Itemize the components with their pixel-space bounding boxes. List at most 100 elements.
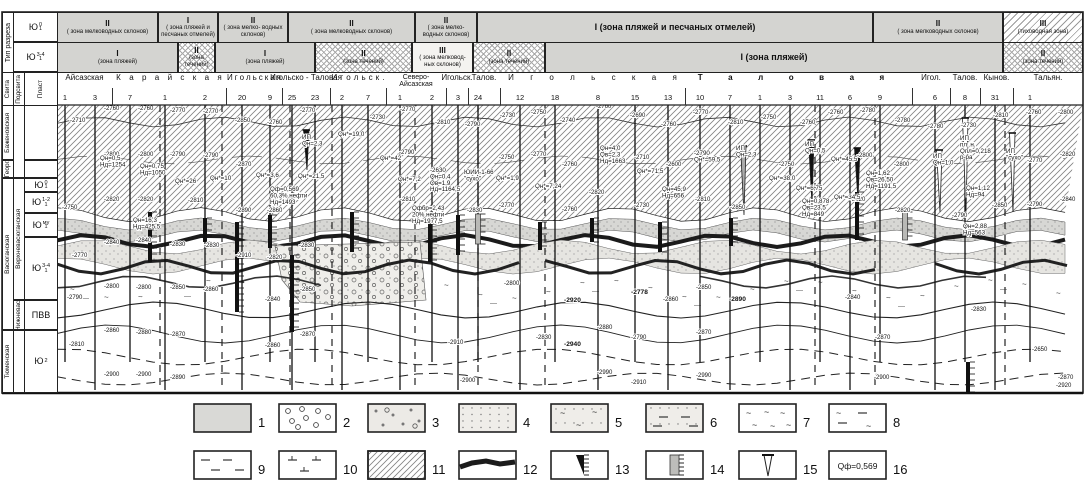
test-annotation: Qн=4,0 <box>600 145 621 152</box>
depth-label: -2710 <box>70 118 86 124</box>
depth-label: -2860 <box>265 343 281 349</box>
depth-label: -2650 <box>1032 347 1048 353</box>
depth-label: -2810 <box>993 113 1009 119</box>
test-annotation: Qн*=6,75 <box>796 185 823 192</box>
depth-label: -2910 <box>631 380 647 386</box>
depth-label: -2730 <box>500 113 516 119</box>
test-annotation: Qн=1,12 <box>966 185 990 192</box>
depth-label: -2750 <box>779 162 795 168</box>
test-annotation: Qн*=71,5 <box>637 168 664 175</box>
depth-label: -2850 <box>300 287 316 293</box>
test-annotation: Qн=1,0 <box>933 159 954 166</box>
test-annotation: ИП <box>736 145 745 152</box>
depth-label: -2840 <box>845 295 861 301</box>
test-annotation: Qн=0,5 <box>805 147 826 154</box>
depth-label: -2790 <box>170 152 186 158</box>
depth-label: -2920 <box>564 297 581 304</box>
depth-label: -2760 <box>104 106 120 112</box>
depth-label: -2760 <box>138 106 154 112</box>
test-annotation: Qфбр=2,43 <box>412 205 445 212</box>
svg-text:—: — <box>898 304 905 311</box>
depth-label: -2710 <box>634 155 650 161</box>
test-annotation: Qн*=1,9 <box>496 175 519 182</box>
test-annotation: -2630 <box>430 167 446 174</box>
svg-text:~: ~ <box>70 285 75 294</box>
depth-label: -2990 <box>696 373 712 379</box>
depth-label: -2760 <box>1026 110 1042 116</box>
depth-label: -2790 <box>67 295 83 301</box>
depth-label: -2860 <box>663 297 679 303</box>
test-annotation: ИП <box>960 135 969 142</box>
depth-label: -2760 <box>596 104 612 110</box>
depth-label: -2910 <box>236 253 252 259</box>
depth-label: -2820 <box>850 197 866 203</box>
depth-label: -2770 <box>693 110 709 116</box>
svg-text:~: ~ <box>546 288 551 297</box>
test-annotation: ИП <box>933 153 942 160</box>
svg-text:~: ~ <box>206 276 211 285</box>
depth-label: -2830 <box>971 307 987 313</box>
depth-label: -2900 <box>104 372 120 378</box>
test-annotation: Нд=1663 <box>600 158 626 165</box>
depth-label: -2730 <box>370 115 386 121</box>
depth-label: -2840 <box>265 297 281 303</box>
depth-label: -2810 <box>400 197 416 203</box>
depth-label: -2770 <box>300 108 316 114</box>
depth-label: -2810 <box>728 120 744 126</box>
depth-label: -2760 <box>562 162 578 168</box>
svg-text:~: ~ <box>172 284 177 293</box>
depth-label: -2740 <box>560 118 576 124</box>
depth-label: -2810 <box>435 120 451 126</box>
depth-label: -2750 <box>761 115 777 121</box>
depth-label: -2770 <box>400 107 416 113</box>
depth-label: -2820 <box>589 190 605 196</box>
test-annotation: Qн*=19,0 <box>338 131 365 138</box>
svg-text:~: ~ <box>614 276 619 285</box>
test-annotation: Qн=2,3 <box>302 140 323 147</box>
depth-label: -2850 <box>170 285 186 291</box>
test-annotation: Нд=1050 <box>140 169 166 176</box>
svg-text:—: — <box>694 302 701 309</box>
depth-label: -2990 <box>597 370 613 376</box>
depth-label: -2820 <box>895 208 911 214</box>
depth-label: -2940 <box>564 341 581 348</box>
test-annotation: Нд=656 <box>662 192 685 199</box>
svg-text:~: ~ <box>716 293 721 302</box>
depth-label: -2830 <box>467 208 483 214</box>
depth-label: -2800 <box>138 152 154 158</box>
depth-label: -2800 <box>104 284 120 290</box>
depth-label: -2760 <box>828 110 844 116</box>
depth-label: -2770 <box>499 203 515 209</box>
test-annotation: Qн=16,3 <box>133 217 157 224</box>
test-annotation: Qпл=0,218 <box>960 148 991 155</box>
svg-text:—: — <box>184 294 191 301</box>
depth-label: -2800 <box>894 162 910 168</box>
depth-label: -2800 <box>857 153 873 159</box>
test-annotation: Qн=2,88 <box>963 223 987 230</box>
depth-label: -2790 <box>465 122 481 128</box>
depth-label: -2790 <box>1027 202 1043 208</box>
svg-text:~: ~ <box>1056 289 1061 298</box>
depth-label: -2870 <box>170 332 186 338</box>
test-annotation: Qн*=3,6 <box>256 172 279 179</box>
svg-text:~: ~ <box>580 279 585 288</box>
depth-label: -2790 <box>203 153 219 159</box>
svg-text:~: ~ <box>784 277 789 286</box>
test-annotation: Qн=45,9 <box>662 186 686 193</box>
test-annotation: Qн*=7,24 <box>535 183 562 190</box>
test-annotation: Qн*=26 <box>175 178 197 185</box>
depth-label: -2910 <box>448 340 464 346</box>
depth-label: -2760 <box>661 122 677 128</box>
test-annotation: Qн=0,5 <box>100 155 121 162</box>
depth-label: -2920 <box>1056 383 1072 389</box>
test-annotation: Нд=1164,5 <box>430 186 461 193</box>
test-annotation: пл. н. <box>960 141 976 148</box>
depth-label: -2850 <box>235 118 251 124</box>
svg-text:~: ~ <box>852 286 857 295</box>
depth-label: -2840 <box>104 240 120 246</box>
depth-label: -2850 <box>696 285 712 291</box>
depth-label: -2820 <box>138 197 154 203</box>
depth-label: -2860 <box>267 208 283 214</box>
depth-label: -2730 <box>634 203 650 209</box>
test-annotation: -2790 <box>694 150 710 157</box>
